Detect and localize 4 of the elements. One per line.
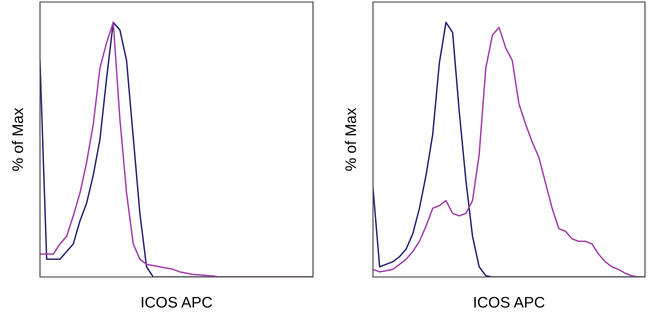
y-axis-title: % of Max [344, 108, 356, 171]
x-axis-title: ICOS APC [474, 296, 544, 308]
y-axis-title: % of Max [12, 108, 24, 171]
x-axis-title: ICOS APC [142, 296, 212, 308]
